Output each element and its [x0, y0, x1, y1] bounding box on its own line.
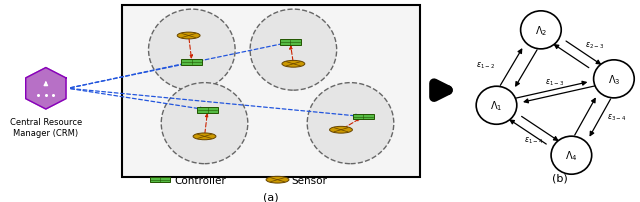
- Text: Central Resource
Manager (CRM): Central Resource Manager (CRM): [10, 118, 82, 137]
- Text: (b): (b): [552, 173, 568, 183]
- Ellipse shape: [551, 137, 592, 174]
- Text: Sensor: Sensor: [291, 175, 327, 185]
- Ellipse shape: [307, 83, 394, 164]
- Ellipse shape: [250, 10, 337, 91]
- Text: $\Lambda_4$: $\Lambda_4$: [565, 148, 578, 162]
- FancyBboxPatch shape: [182, 60, 202, 65]
- FancyBboxPatch shape: [197, 108, 218, 113]
- Ellipse shape: [148, 10, 235, 91]
- Circle shape: [193, 133, 216, 140]
- Ellipse shape: [520, 12, 561, 50]
- Text: (a): (a): [263, 192, 279, 202]
- Text: Controller: Controller: [174, 175, 226, 185]
- FancyBboxPatch shape: [353, 114, 374, 120]
- Text: $\varepsilon_{2-3}$: $\varepsilon_{2-3}$: [585, 40, 604, 50]
- FancyBboxPatch shape: [150, 177, 170, 183]
- Circle shape: [177, 33, 200, 40]
- Polygon shape: [26, 68, 66, 109]
- FancyBboxPatch shape: [280, 40, 301, 46]
- Ellipse shape: [476, 87, 517, 125]
- Ellipse shape: [161, 83, 248, 164]
- Text: $\Lambda_3$: $\Lambda_3$: [607, 73, 620, 86]
- Text: $\varepsilon_{1-3}$: $\varepsilon_{1-3}$: [545, 77, 564, 88]
- Text: $\Lambda_2$: $\Lambda_2$: [535, 24, 547, 38]
- Ellipse shape: [594, 61, 634, 98]
- Text: $\varepsilon_{3-4}$: $\varepsilon_{3-4}$: [607, 112, 627, 122]
- Text: $\Lambda_1$: $\Lambda_1$: [490, 99, 502, 113]
- Text: $\varepsilon_{1-4}$: $\varepsilon_{1-4}$: [524, 135, 543, 145]
- Circle shape: [266, 176, 289, 183]
- Bar: [122, 6, 420, 177]
- Circle shape: [330, 127, 353, 134]
- Text: $\varepsilon_{1-2}$: $\varepsilon_{1-2}$: [476, 60, 495, 70]
- Circle shape: [282, 61, 305, 68]
